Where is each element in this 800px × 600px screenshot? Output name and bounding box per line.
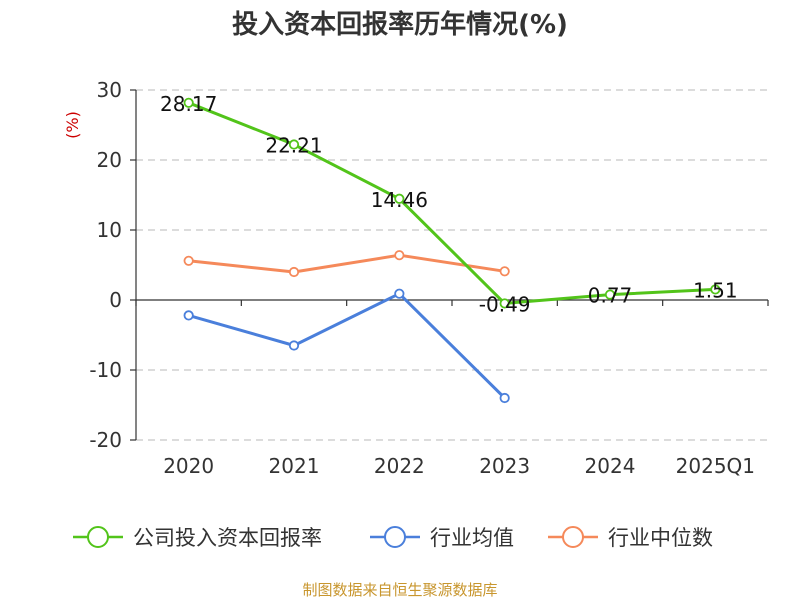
series-line (188, 253, 505, 274)
y-axis-label: (%) (63, 111, 82, 139)
y-tick-labels: 30 20 10 0 -10 -20 (89, 78, 122, 452)
grid-lines (136, 89, 768, 441)
x-tick-label: 2025Q1 (676, 454, 755, 478)
data-label: 0.77 (588, 284, 633, 308)
legend-label: 公司投入资本回报率 (133, 526, 322, 550)
y-tick-label: 30 (97, 78, 122, 102)
legend-label: 行业均值 (430, 526, 514, 550)
x-tick-labels: 2020 2021 2022 2023 2024 2025Q1 (163, 454, 755, 478)
data-point (288, 266, 300, 278)
y-tick-label: -20 (89, 428, 122, 452)
legend: 公司投入资本回报率 行业均值 行业中位数 (73, 526, 713, 550)
x-tick-label: 2021 (269, 454, 320, 478)
data-point (394, 193, 405, 204)
data-point (288, 139, 300, 150)
legend-marker (87, 526, 109, 548)
y-tick-label: 20 (97, 148, 122, 172)
data-label: 1.51 (693, 278, 738, 302)
data-point (499, 266, 510, 277)
series-line (188, 292, 506, 400)
legend-marker (384, 526, 406, 548)
x-tick-label: 2022 (374, 454, 425, 478)
data-point (288, 340, 300, 351)
data-point (499, 392, 510, 404)
x-tick-label: 2023 (479, 454, 530, 478)
series-line (188, 101, 716, 305)
data-point (394, 250, 405, 261)
data-label: 28.17 (160, 92, 217, 116)
axes (130, 89, 769, 441)
data-labels: 28.17 22.21 14.46 -0.49 0.77 1.51 (160, 92, 738, 317)
y-tick-label: 0 (109, 288, 122, 312)
data-point (183, 97, 194, 108)
data-point (710, 284, 721, 295)
data-point (394, 288, 405, 299)
y-tick-label: 10 (97, 218, 122, 242)
data-label: 14.46 (371, 188, 428, 212)
data-point (604, 289, 616, 300)
legend-marker (562, 526, 584, 548)
data-label: 22.21 (265, 134, 322, 158)
series-group (183, 97, 721, 404)
data-point (183, 310, 194, 321)
legend-label: 行业中位数 (608, 526, 713, 550)
data-point (499, 298, 510, 309)
x-tick-label: 2020 (163, 454, 214, 478)
data-label: -0.49 (479, 292, 531, 316)
x-tick-label: 2024 (585, 454, 636, 478)
chart-title: 投入资本回报率历年情况(%) (232, 9, 568, 40)
data-point (183, 255, 194, 266)
y-tick-label: -10 (89, 358, 122, 382)
source-note: 制图数据来自恒生聚源数据库 (302, 581, 497, 599)
